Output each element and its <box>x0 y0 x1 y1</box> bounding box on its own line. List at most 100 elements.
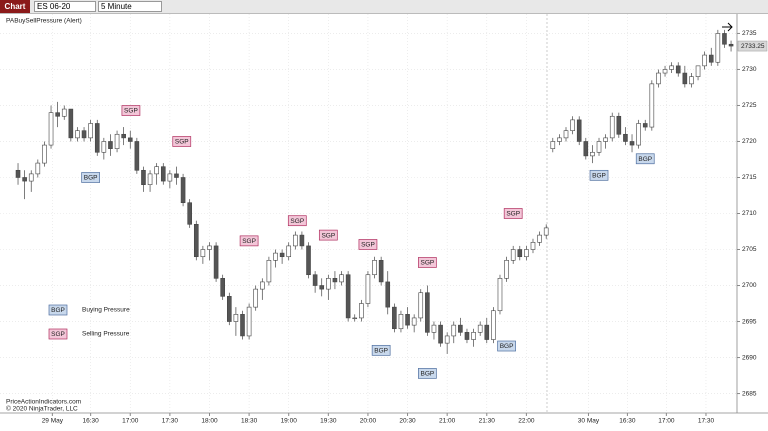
candle-body <box>180 177 186 203</box>
x-tick-label: 17:00 <box>122 418 139 425</box>
last-price-box <box>737 40 768 52</box>
candle-body <box>15 169 21 178</box>
candle-body <box>28 173 34 182</box>
candle-body <box>147 173 153 185</box>
signal <box>287 215 307 227</box>
signal-label: SGP <box>321 232 335 239</box>
signal-label: SGP <box>242 238 256 245</box>
candle-body <box>233 314 239 322</box>
signal <box>121 105 141 116</box>
candle-body <box>61 108 67 117</box>
candle-body <box>669 65 674 70</box>
signal-label: SGP <box>506 211 520 218</box>
candle-body <box>550 141 556 149</box>
x-tick-label: 29 May <box>42 418 64 425</box>
y-tick-label: 2685 <box>742 390 757 397</box>
candle-body <box>114 133 120 149</box>
candle-body <box>42 144 47 164</box>
candle-body <box>213 245 219 279</box>
candle-body <box>471 332 476 340</box>
interval-select[interactable]: 5 Minute <box>98 1 162 12</box>
candle-body <box>55 112 60 117</box>
candle-body <box>708 54 714 63</box>
y-tick-label: 2720 <box>742 138 757 145</box>
y-tick-label: 2730 <box>742 66 757 73</box>
candle-body <box>94 123 100 153</box>
x-tick-label: 20:00 <box>360 418 377 425</box>
legend-text: Buying Pressure <box>82 307 130 314</box>
candle-body <box>200 249 206 258</box>
candle-body <box>715 33 721 63</box>
candle-body <box>392 306 397 330</box>
signal-label: SGP <box>420 260 434 267</box>
footer: © 2020 NinjaTrader, LLC <box>6 405 78 413</box>
signal <box>318 229 338 241</box>
scroll-arrow[interactable] <box>722 22 733 32</box>
candle-body <box>207 245 212 250</box>
chart-tab[interactable]: Chart <box>0 0 30 13</box>
candle-body <box>524 249 529 258</box>
candle-body <box>570 119 575 131</box>
candle-body <box>279 252 285 258</box>
x-tick-label: 17:30 <box>162 418 179 425</box>
candle-body <box>438 324 443 344</box>
signal <box>497 340 516 352</box>
candle-body <box>352 317 358 320</box>
candle-body <box>286 245 292 258</box>
candle-body <box>603 137 608 142</box>
candle-body <box>273 252 278 261</box>
x-tick-label: 19:00 <box>281 418 298 425</box>
y-tick-label: 2705 <box>742 246 757 253</box>
candle-body <box>326 278 331 290</box>
candle-body <box>563 130 569 139</box>
legend-badge <box>48 304 68 316</box>
footer: PriceActionIndicators.com <box>6 399 81 406</box>
candle-body <box>293 234 298 247</box>
y-tick-label: 2690 <box>742 354 757 361</box>
candle-body <box>609 115 615 139</box>
signal <box>358 239 378 250</box>
candle-body <box>702 54 707 67</box>
candle-body <box>576 119 582 142</box>
candle-body <box>81 130 87 139</box>
candle-body <box>543 227 549 236</box>
candle-body <box>101 141 107 153</box>
signal <box>172 136 192 147</box>
candle-body <box>642 123 648 128</box>
x-tick-label: 16:30 <box>619 418 636 425</box>
candle-body <box>583 141 589 157</box>
signal-label: SGP <box>290 218 304 225</box>
signal <box>418 257 437 268</box>
x-tick-label: 21:00 <box>439 418 456 425</box>
candle-body <box>385 281 391 308</box>
candle-body <box>629 141 635 146</box>
candle-body <box>193 224 199 258</box>
candle-body <box>319 285 325 290</box>
candle-body <box>332 278 338 283</box>
candle-body <box>299 234 305 247</box>
x-tick-label: 18:00 <box>201 418 218 425</box>
candle-body <box>68 108 74 139</box>
candle-body <box>306 245 311 276</box>
candle-body <box>695 65 701 77</box>
candle-body <box>260 281 265 290</box>
candle-body <box>728 43 734 47</box>
legend-badge-label: BGP <box>51 307 65 314</box>
candle-body <box>266 260 272 283</box>
candle-body <box>662 69 668 74</box>
candle-body <box>477 324 483 333</box>
candle-body <box>557 137 562 142</box>
candle-body <box>623 133 628 142</box>
candle-body <box>497 278 503 312</box>
candle-body <box>484 324 490 340</box>
candle-body <box>458 324 463 333</box>
candle-body <box>596 141 602 153</box>
signal <box>418 368 437 379</box>
candle-body <box>345 274 351 319</box>
candle-body <box>517 249 523 258</box>
legend-text: Selling Pressure <box>82 331 130 338</box>
candle-body <box>530 242 536 250</box>
instrument-select[interactable]: ES 06-20 <box>34 1 96 12</box>
y-tick-label: 2725 <box>742 102 757 109</box>
candle-body <box>378 260 384 283</box>
